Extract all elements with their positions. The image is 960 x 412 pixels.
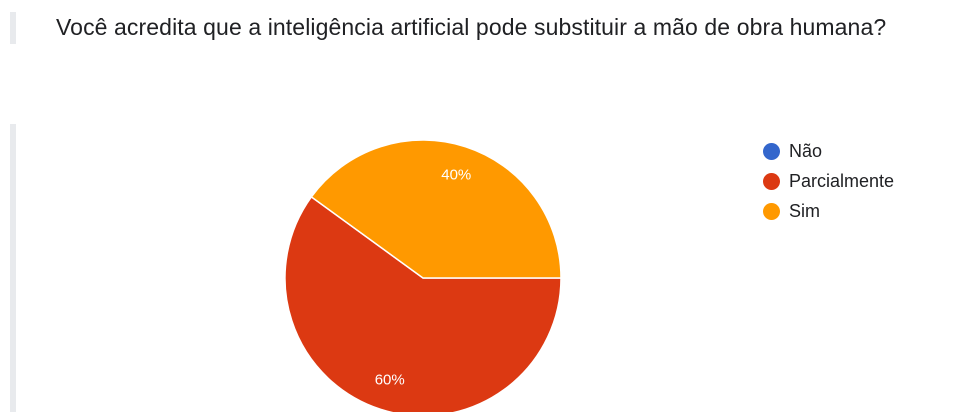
legend-item-não[interactable]: Não: [763, 136, 894, 166]
legend-label: Não: [789, 140, 823, 161]
legend-label: Parcialmente: [789, 170, 895, 191]
legend-item-sim[interactable]: Sim: [763, 196, 894, 226]
legend-label: Sim: [789, 200, 820, 221]
pie-slice-parcialmente: [284, 195, 562, 412]
chart-legend: Não Parcialmente Sim: [763, 136, 894, 226]
pie-label-parcialmente: 60%: [375, 371, 405, 388]
legend-swatch-icon: [763, 172, 780, 190]
legend-swatch-icon: [763, 142, 780, 160]
pie-slice-sim: [310, 139, 562, 279]
question-title: Você acredita que a inteligência artific…: [56, 14, 887, 40]
legend-swatch-icon: [763, 202, 780, 220]
chart-accent-bar: [10, 124, 16, 412]
pie-label-sim: 40%: [441, 167, 471, 184]
legend-item-parcialmente[interactable]: Parcialmente: [763, 166, 894, 196]
question-accent-bar: [10, 12, 16, 44]
